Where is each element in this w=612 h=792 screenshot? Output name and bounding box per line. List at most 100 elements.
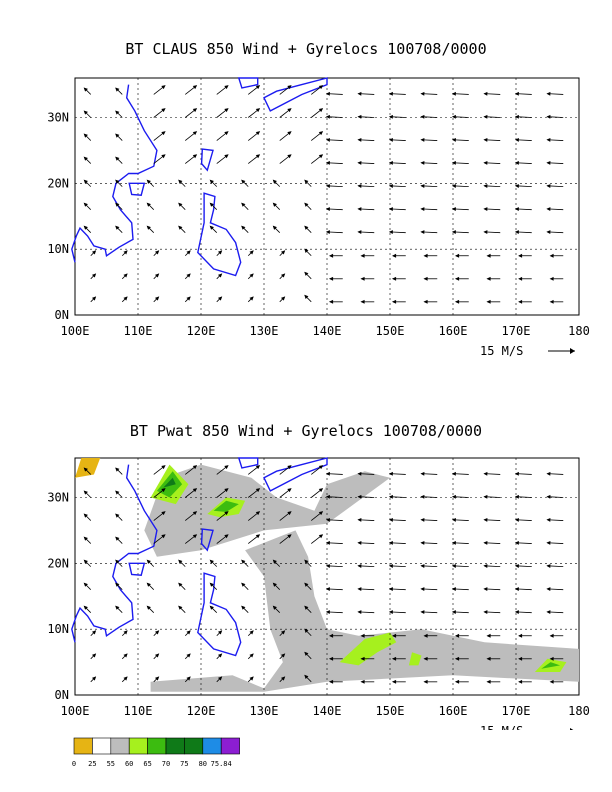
wind-arrow-head <box>272 582 277 587</box>
wind-arrow-head <box>514 564 519 568</box>
coast-korea <box>237 457 259 469</box>
wind-arrow-head <box>241 605 246 610</box>
y-tick-label: 10N <box>47 622 69 636</box>
wind-arrow-head <box>514 494 519 499</box>
wind-arrow-head <box>451 207 456 211</box>
wind-arrow-head <box>546 91 551 96</box>
wind-arrow-head <box>192 511 198 516</box>
wind-arrow-head <box>83 202 88 207</box>
wind-arrow-head <box>192 488 198 493</box>
wind-arrow-head <box>483 91 488 96</box>
wind-arrow-head <box>514 184 519 188</box>
x-tick-label: 100E <box>61 324 90 338</box>
wind-arrow-head <box>546 587 551 591</box>
wind-arrow-head <box>154 250 160 255</box>
wind-arrow-head <box>549 633 554 638</box>
colorbar-label: 25 <box>88 760 96 768</box>
wind-arrow-head <box>388 91 393 96</box>
wind-arrow-head <box>391 656 397 661</box>
wind-arrow-head <box>514 517 519 522</box>
wind-arrow-head <box>123 653 128 658</box>
wind-arrow-head <box>186 296 191 301</box>
wind-arrow-head <box>391 299 397 304</box>
wind-arrow-head <box>451 114 456 119</box>
x-tick-label: 140E <box>313 704 342 718</box>
wind-vectors <box>83 465 564 684</box>
wind-arrow-head <box>272 179 277 184</box>
wind-arrow-head <box>454 276 460 281</box>
wind-arrow-head <box>549 656 554 661</box>
wind-arrow-head <box>287 511 292 516</box>
wind-arrow-head <box>423 633 428 638</box>
wind-arrow-head <box>304 605 309 610</box>
wind-arrow-head <box>325 230 330 234</box>
shade-region-1 <box>144 464 390 557</box>
coast-mainland <box>71 464 158 643</box>
wind-arrow-head <box>249 630 254 635</box>
wind-arrow-head <box>224 465 229 470</box>
x-tick-label: 150E <box>376 324 405 338</box>
wind-arrow-head <box>91 653 97 658</box>
wind-arrow-head <box>123 630 128 635</box>
wind-arrow-head <box>287 85 292 90</box>
wind-arrow-head <box>325 517 330 522</box>
wind-arrow-head <box>83 559 88 564</box>
wind-arrow-head <box>420 610 425 614</box>
wind-arrow-head <box>325 91 330 96</box>
colorbar-swatch <box>147 737 167 755</box>
wind-arrow-head <box>420 184 425 188</box>
wind-arrow-head <box>154 653 160 658</box>
wind-arrow-head <box>546 517 551 522</box>
wind-arrow-head <box>451 517 456 522</box>
wind-arrow-head <box>360 656 365 661</box>
coastlines <box>71 77 328 277</box>
wind-arrow-head <box>304 582 309 587</box>
shade-region-0 <box>150 530 579 692</box>
wind-arrow-head <box>357 91 362 96</box>
wind-arrow-head <box>161 465 166 470</box>
x-tick-label: 160E <box>439 704 468 718</box>
wind-arrow-head <box>161 131 166 136</box>
wind-arrow-head <box>423 299 428 304</box>
wind-arrow-head <box>192 154 198 159</box>
wind-arrow-head <box>304 202 309 207</box>
wind-arrow-head <box>146 605 151 610</box>
x-tick-label: 120E <box>187 704 216 718</box>
wind-arrow-head <box>280 630 286 635</box>
wind-arrow-head <box>249 296 254 301</box>
wind-arrow-head <box>357 610 362 614</box>
shade-region-7 <box>339 632 397 666</box>
wind-arrow-head <box>514 471 519 476</box>
x-tick-label: 110E <box>124 324 153 338</box>
wind-arrow-head <box>420 91 425 96</box>
wind-arrow-head <box>318 154 324 159</box>
colorbar-label: 75 <box>180 760 188 768</box>
wind-arrow-head <box>388 610 393 614</box>
wind-arrow-head <box>514 114 519 119</box>
wind-arrow-head <box>391 276 397 281</box>
wind-arrow-head <box>514 137 519 142</box>
wind-arrow-head <box>146 202 151 207</box>
wind-arrow-head <box>161 534 166 539</box>
wind-arrow-head <box>249 273 254 278</box>
wind-arrow-head <box>154 273 160 278</box>
shade-region-10 <box>541 662 561 669</box>
bottom-panel-title: BT Pwat 850 Wind + Gyrelocs 100708/0000 <box>129 422 483 440</box>
wind-arrow-head <box>161 488 166 493</box>
wind-arrow-head <box>178 225 183 230</box>
vector-key-arrow-head <box>570 348 575 354</box>
coast-philippines <box>197 572 242 657</box>
wind-arrow-head <box>91 676 97 681</box>
wind-arrow-head <box>280 653 286 658</box>
wind-arrow-head <box>388 494 393 499</box>
wind-arrow-head <box>546 471 551 476</box>
y-tick-label: 10N <box>47 242 69 256</box>
wind-arrow-head <box>423 276 428 281</box>
wind-vectors <box>83 85 564 304</box>
wind-arrow-head <box>255 488 261 493</box>
wind-arrow-head <box>249 676 254 681</box>
coast-mainland <box>71 84 158 263</box>
wind-arrow-head <box>549 299 554 304</box>
wind-arrow-head <box>388 230 393 234</box>
wind-arrow-head <box>546 137 551 142</box>
